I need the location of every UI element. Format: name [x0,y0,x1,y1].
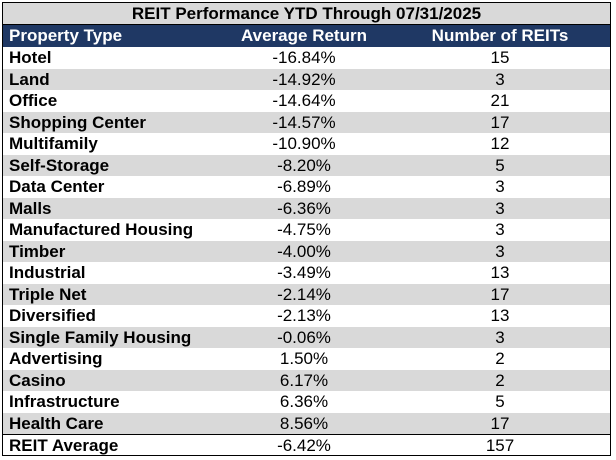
header-property-type: Property Type [9,26,123,45]
table-row: Diversified -2.13% 13 [3,305,610,327]
property-type-cell: Malls [9,198,52,218]
property-type-cell: Self-Storage [9,155,110,175]
average-return-cell: 6.36% [279,392,329,411]
table-row: Casino 6.17% 2 [3,369,610,391]
average-return-cell: -2.13% [277,306,331,325]
property-type-cell: Advertising [9,349,103,368]
property-type-cell: Casino [9,370,66,390]
table-row: Single Family Housing -0.06% 3 [3,326,610,348]
property-type-cell: Timber [9,241,66,261]
reit-count-cell: 21 [490,91,510,110]
average-return-cell: -10.90% [272,134,336,153]
average-return: -6.42% [277,436,331,455]
property-type-cell: Infrastructure [9,392,120,411]
average-count: 157 [485,436,515,455]
table-row: Shopping Center -14.57% 17 [3,111,610,133]
reit-count-cell: 17 [490,413,510,433]
reit-performance-table: REIT Performance YTD Through 07/31/2025 … [2,2,611,456]
reit-count-cell: 5 [495,155,505,175]
average-return-cell: 1.50% [279,349,329,368]
property-type-cell: Diversified [9,306,96,325]
table-row: Malls -6.36% 3 [3,197,610,219]
property-type-cell: Triple Net [9,284,87,304]
header-average-return: Average Return [241,26,367,45]
property-type-cell: Multifamily [9,134,98,153]
average-return-cell: -0.06% [277,327,331,347]
table-row: Multifamily -10.90% 12 [3,133,610,155]
average-return-cell: -3.49% [277,263,331,282]
reit-count-cell: 17 [490,284,510,304]
table-row: Advertising 1.50% 2 [3,348,610,370]
property-type-cell: Health Care [9,413,104,433]
table-title: REIT Performance YTD Through 07/31/2025 [3,3,610,25]
reit-count-cell: 3 [495,327,505,347]
reit-count-cell: 3 [495,241,505,261]
property-type-cell: Data Center [9,177,105,196]
average-label: REIT Average [9,436,119,455]
table-body: Hotel -16.84% 15 Land -14.92% 3 Office -14.64% 2… [3,47,610,434]
average-return-cell: -16.84% [272,48,336,67]
table-row: Hotel -16.84% 15 [3,47,610,69]
average-return-cell: -14.64% [272,91,336,110]
average-row: REIT Average -6.42% 157 [3,434,610,457]
reit-count-cell: 15 [490,48,510,67]
reit-count-cell: 2 [495,349,505,368]
property-type-cell: Hotel [9,48,52,67]
average-return-cell: 8.56% [279,413,329,433]
average-return-cell: -4.00% [277,241,331,261]
average-return-cell: -4.75% [277,220,331,239]
property-type-cell: Office [9,91,58,110]
header-row: Property Type Average Return Number of R… [3,25,610,47]
table-row: Timber -4.00% 3 [3,240,610,262]
table-row: Land -14.92% 3 [3,68,610,90]
header-number-of-reits: Number of REITs [431,26,569,45]
table-row: Triple Net -2.14% 17 [3,283,610,305]
average-return-cell: -8.20% [277,155,331,175]
reit-count-cell: 3 [495,177,505,196]
table-row: Self-Storage -8.20% 5 [3,154,610,176]
table-row: Infrastructure 6.36% 5 [3,391,610,413]
property-type-cell: Land [9,69,50,89]
average-return-cell: -14.92% [272,69,336,89]
average-return-cell: 6.17% [279,370,329,390]
property-type-cell: Shopping Center [9,112,146,132]
property-type-cell: Single Family Housing [9,327,192,347]
reit-count-cell: 3 [495,198,505,218]
table-row: Industrial -3.49% 13 [3,262,610,284]
reit-count-cell: 5 [495,392,505,411]
reit-count-cell: 12 [490,134,510,153]
reit-count-cell: 13 [490,306,510,325]
property-type-cell: Industrial [9,263,86,282]
average-return-cell: -2.14% [277,284,331,304]
reit-count-cell: 13 [490,263,510,282]
average-return-cell: -14.57% [272,112,336,132]
table-row: Office -14.64% 21 [3,90,610,112]
table-row: Data Center -6.89% 3 [3,176,610,198]
table-row: Health Care 8.56% 17 [3,412,610,434]
reit-count-cell: 3 [495,69,505,89]
reit-count-cell: 2 [495,370,505,390]
reit-count-cell: 17 [490,112,510,132]
table-row: Manufactured Housing -4.75% 3 [3,219,610,241]
reit-count-cell: 3 [495,220,505,239]
property-type-cell: Manufactured Housing [9,220,194,239]
average-return-cell: -6.89% [277,177,331,196]
average-return-cell: -6.36% [277,198,331,218]
